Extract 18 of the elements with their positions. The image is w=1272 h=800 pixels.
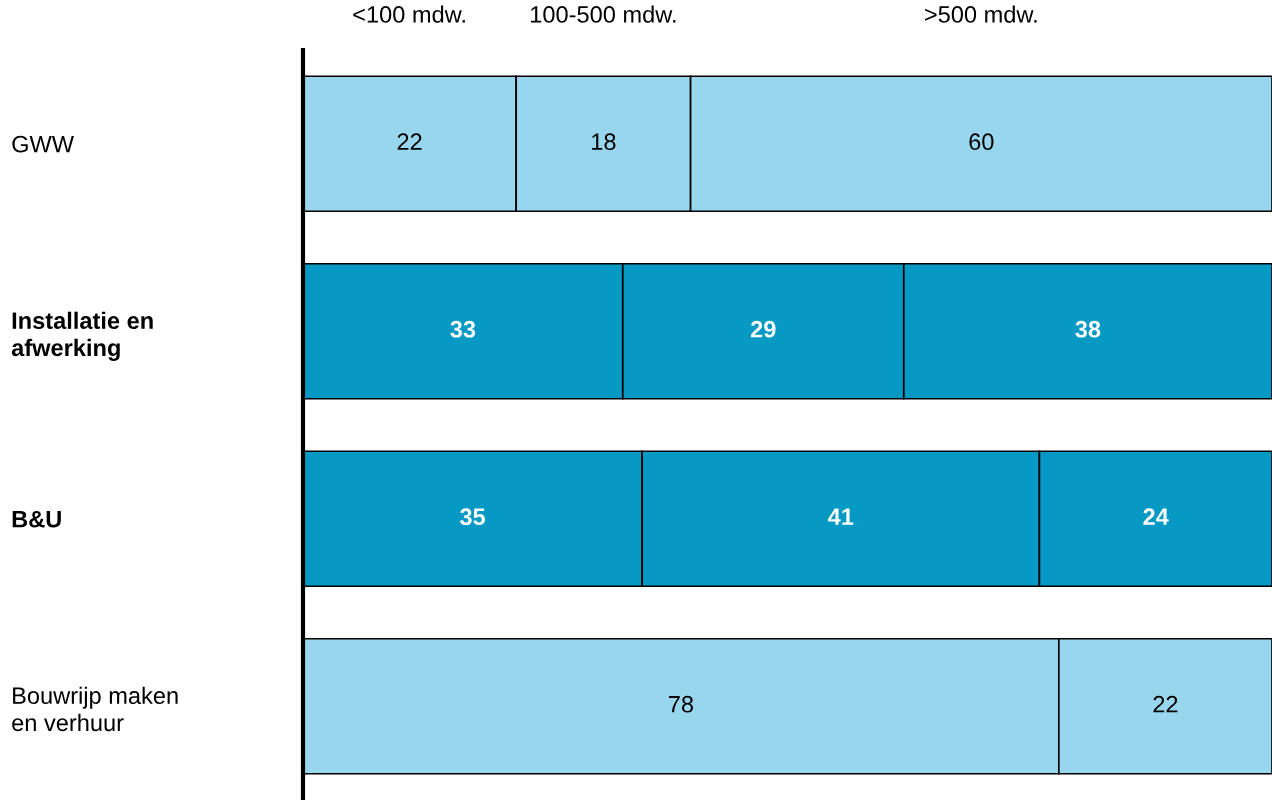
data-label: 35: [459, 508, 486, 526]
data-label: 22: [1153, 695, 1178, 713]
text: <100 mdw.: [353, 5, 465, 23]
data-label: 41: [828, 508, 854, 525]
text: >500 mdw.: [925, 5, 1037, 23]
text: 100-500 mdw.: [531, 5, 676, 23]
data-label: 33: [450, 320, 476, 338]
y-tick-label: Bouwrijp maken en verhuur: [12, 686, 178, 732]
data-label: 29: [750, 320, 776, 338]
data-label: 60: [969, 133, 994, 151]
y-tick-label: GWW: [12, 135, 74, 153]
data-label: 38: [1075, 320, 1101, 338]
data-label: 24: [1143, 508, 1169, 525]
data-label: 18: [592, 133, 616, 151]
data-label: 22: [397, 133, 422, 150]
y-tick-label: B&U: [12, 510, 61, 528]
y-tick-label: Installatie en afwerking: [11, 311, 153, 361]
data-label: 78: [668, 695, 694, 713]
